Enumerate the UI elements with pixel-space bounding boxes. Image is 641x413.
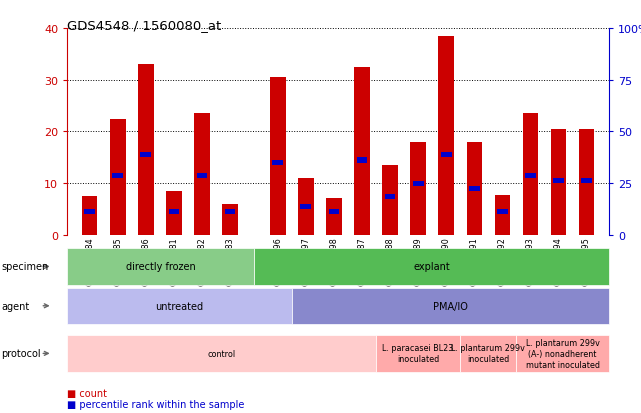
Bar	[110, 119, 126, 235]
Bar	[194, 114, 210, 235]
Bar	[326, 198, 342, 235]
Bar	[469, 186, 479, 192]
Text: explant: explant	[413, 262, 450, 272]
Bar	[553, 178, 564, 184]
Bar	[581, 178, 592, 184]
Bar	[329, 210, 339, 215]
Bar	[410, 142, 426, 235]
Text: L. plantarum 299v
(A-) nonadherent
mutant inoculated: L. plantarum 299v (A-) nonadherent mutan…	[526, 338, 599, 369]
Bar	[112, 173, 123, 178]
Bar	[413, 181, 424, 186]
Bar	[138, 65, 154, 235]
Bar	[225, 210, 235, 215]
Text: L. paracasei BL23
inoculated: L. paracasei BL23 inoculated	[383, 344, 454, 363]
Text: GDS4548 / 1560080_at: GDS4548 / 1560080_at	[67, 19, 222, 31]
Text: L. plantarum 299v
inoculated: L. plantarum 299v inoculated	[451, 344, 525, 363]
Bar	[579, 130, 594, 235]
Bar	[551, 130, 566, 235]
Bar	[82, 197, 97, 235]
Text: protocol: protocol	[1, 349, 41, 358]
Bar	[85, 210, 95, 215]
Bar	[272, 161, 283, 166]
Bar	[222, 204, 238, 235]
Bar	[441, 153, 451, 158]
Text: untreated: untreated	[156, 301, 204, 311]
Bar	[382, 166, 398, 235]
Bar	[385, 194, 395, 199]
Text: control: control	[208, 349, 236, 358]
Text: specimen: specimen	[1, 262, 49, 272]
Bar	[356, 158, 367, 163]
Bar	[467, 142, 482, 235]
Bar	[140, 153, 151, 158]
Bar	[354, 68, 370, 235]
Bar	[495, 195, 510, 235]
Bar	[438, 37, 454, 235]
Text: directly frozen: directly frozen	[126, 262, 196, 272]
Text: ■ count: ■ count	[67, 388, 107, 398]
Bar	[166, 192, 181, 235]
Bar	[169, 210, 179, 215]
Text: ■ percentile rank within the sample: ■ percentile rank within the sample	[67, 399, 245, 409]
Bar	[270, 78, 285, 235]
Bar	[197, 173, 208, 178]
Bar	[301, 204, 312, 210]
Text: agent: agent	[1, 301, 29, 311]
Bar	[525, 173, 536, 178]
Bar	[298, 178, 313, 235]
Text: PMA/IO: PMA/IO	[433, 301, 468, 311]
Bar	[497, 210, 508, 215]
Bar	[522, 114, 538, 235]
